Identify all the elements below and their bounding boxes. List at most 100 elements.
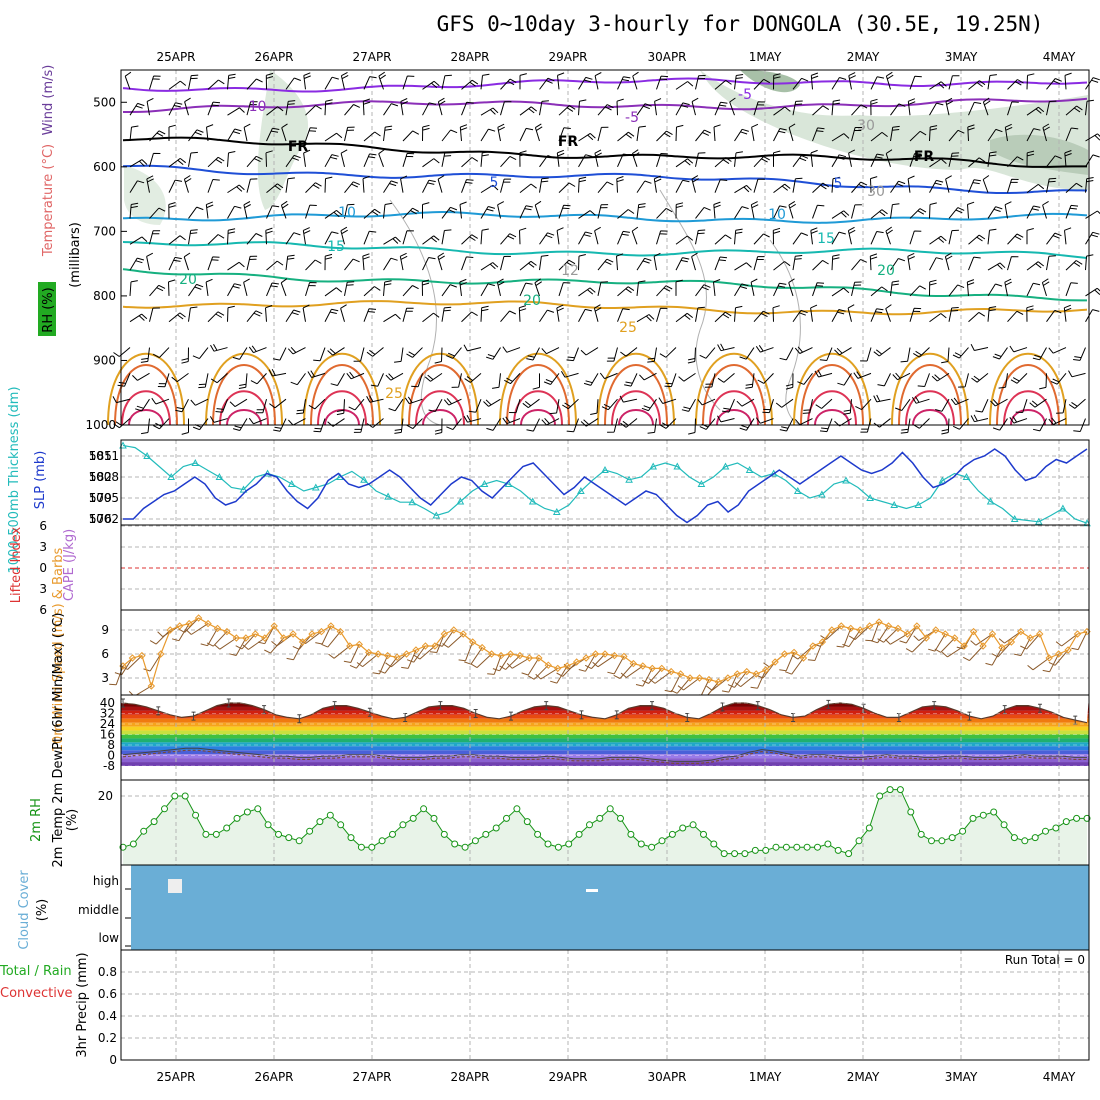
upper-wind-barb — [383, 125, 393, 142]
wind10m-point-47 — [563, 662, 571, 670]
temp-line — [122, 702, 1088, 724]
upper-wind-barb — [851, 281, 862, 297]
temp-errorbar-60 — [826, 699, 831, 709]
upper-wind-barb — [929, 202, 937, 219]
bottom-date-label-1: 26APR — [254, 1070, 293, 1084]
isotherm-2 — [122, 136, 1088, 168]
upper-wind-barb — [606, 347, 618, 362]
upper-wind-barb — [135, 398, 150, 412]
rh-point-22 — [347, 834, 355, 842]
upper-wind-barb — [265, 72, 274, 90]
upper-wind-barb — [480, 305, 489, 322]
wind10m-point-8 — [194, 614, 203, 622]
upper-wind-barb — [658, 397, 677, 404]
upper-wind-barb — [157, 373, 170, 388]
wind10m-barb-68 — [750, 669, 767, 689]
upper-wind-barb — [500, 310, 517, 323]
upper-wind-barb — [324, 176, 333, 193]
upper-wind-barb — [968, 157, 986, 168]
upper-wind-barb — [970, 414, 989, 423]
temp-errorbar-81 — [1073, 715, 1078, 725]
upper-wind-barb — [739, 418, 755, 431]
upper-wind-barb — [305, 259, 322, 271]
bl-lobe-4-1 — [506, 364, 570, 426]
upper-wind-barb — [578, 210, 596, 219]
upper-wind-barb — [265, 305, 273, 322]
upper-wind-barb — [461, 234, 478, 245]
contour-label-4: FR — [558, 134, 579, 150]
upper-wind-barb — [890, 180, 906, 193]
upper-wind-barb — [246, 310, 263, 323]
wind10m-barb-32 — [406, 645, 426, 663]
rh-ytick-0: 20 — [98, 789, 113, 803]
rh-point-32 — [451, 840, 459, 848]
wind10m-frame — [120, 609, 1090, 696]
wind10m-point-78 — [856, 626, 864, 634]
upper-wind-barb — [480, 283, 495, 297]
rh-point-81 — [959, 827, 967, 835]
upper-wind-barb — [557, 72, 565, 90]
temp-errorbar-72 — [967, 711, 972, 721]
wind10m-point-20 — [308, 630, 316, 638]
upper-wind-barb — [269, 398, 287, 409]
rh-point-66 — [803, 843, 811, 851]
rh-point-37 — [503, 814, 510, 822]
temp-errorbar-78 — [1037, 703, 1042, 713]
wind10m-point-31 — [412, 646, 420, 654]
wind10m-barb-56 — [635, 668, 653, 687]
isotherm-6 — [122, 268, 1088, 302]
wind10m-point-29 — [393, 653, 401, 661]
upper-wind-barb — [324, 76, 339, 90]
upper-wind-barb — [695, 229, 706, 245]
wind10m-barb-100 — [1048, 649, 1069, 666]
upper-wind-barb — [1010, 373, 1028, 384]
upper-wind-barb — [363, 131, 381, 142]
upper-wind-barb — [522, 398, 540, 408]
upper-wind-barb — [734, 128, 749, 142]
wind10m-barb-64 — [706, 677, 729, 691]
upper-wind-barb — [181, 347, 189, 364]
upper-wind-barb — [810, 227, 818, 245]
upper-wind-barb — [302, 227, 311, 245]
wind10m-barb-40 — [487, 655, 502, 675]
wind10m-point-16 — [270, 622, 278, 630]
upper-wind-barb — [714, 179, 728, 193]
wind10m-point-90 — [969, 627, 978, 636]
rh-point-34 — [471, 837, 479, 845]
rh-point-1 — [129, 840, 137, 848]
upper-wind-barb — [227, 73, 236, 90]
upper-wind-barb — [714, 311, 732, 323]
upper-wind-barb — [681, 398, 696, 412]
upper-wind-barb — [486, 347, 501, 360]
upper-wind-barb — [907, 252, 915, 271]
bl-lobe-3-3 — [422, 409, 458, 426]
upper-air-ytick-4: 900 — [93, 353, 116, 367]
upper-wind-barb — [340, 149, 348, 167]
isotherm-0 — [122, 77, 1088, 93]
contour-label-3: FR — [288, 139, 309, 155]
upper-wind-barb — [285, 100, 296, 116]
upper-wind-barb — [1064, 72, 1072, 90]
upper-wind-barb — [794, 346, 813, 354]
upper-wind-barb — [890, 103, 906, 116]
top-date-label-5: 30APR — [647, 50, 686, 64]
upper-wind-barb — [982, 175, 990, 193]
upper-wind-barb — [948, 207, 965, 219]
wind10m-barb-52 — [592, 655, 615, 668]
upper-wind-barb — [399, 252, 408, 271]
upper-wind-barb — [388, 398, 404, 412]
wind10m-point-69 — [771, 658, 779, 666]
wind10m-point-58 — [667, 667, 675, 676]
wind10m-point-65 — [733, 670, 742, 678]
upper-wind-barb — [151, 397, 170, 405]
wind10m-point-33 — [431, 642, 439, 650]
slp-ytick-3: 1002 — [88, 512, 119, 526]
wind10m-barb-24 — [328, 645, 351, 659]
upper-wind-barb — [971, 372, 989, 383]
thickness-point-16 — [311, 483, 320, 491]
upper-wind-barb — [446, 347, 462, 359]
rh-point-39 — [523, 818, 531, 826]
upper-wind-barb — [422, 312, 440, 323]
upper-wind-barb — [745, 373, 755, 389]
wind10m-barb-27 — [356, 653, 379, 668]
